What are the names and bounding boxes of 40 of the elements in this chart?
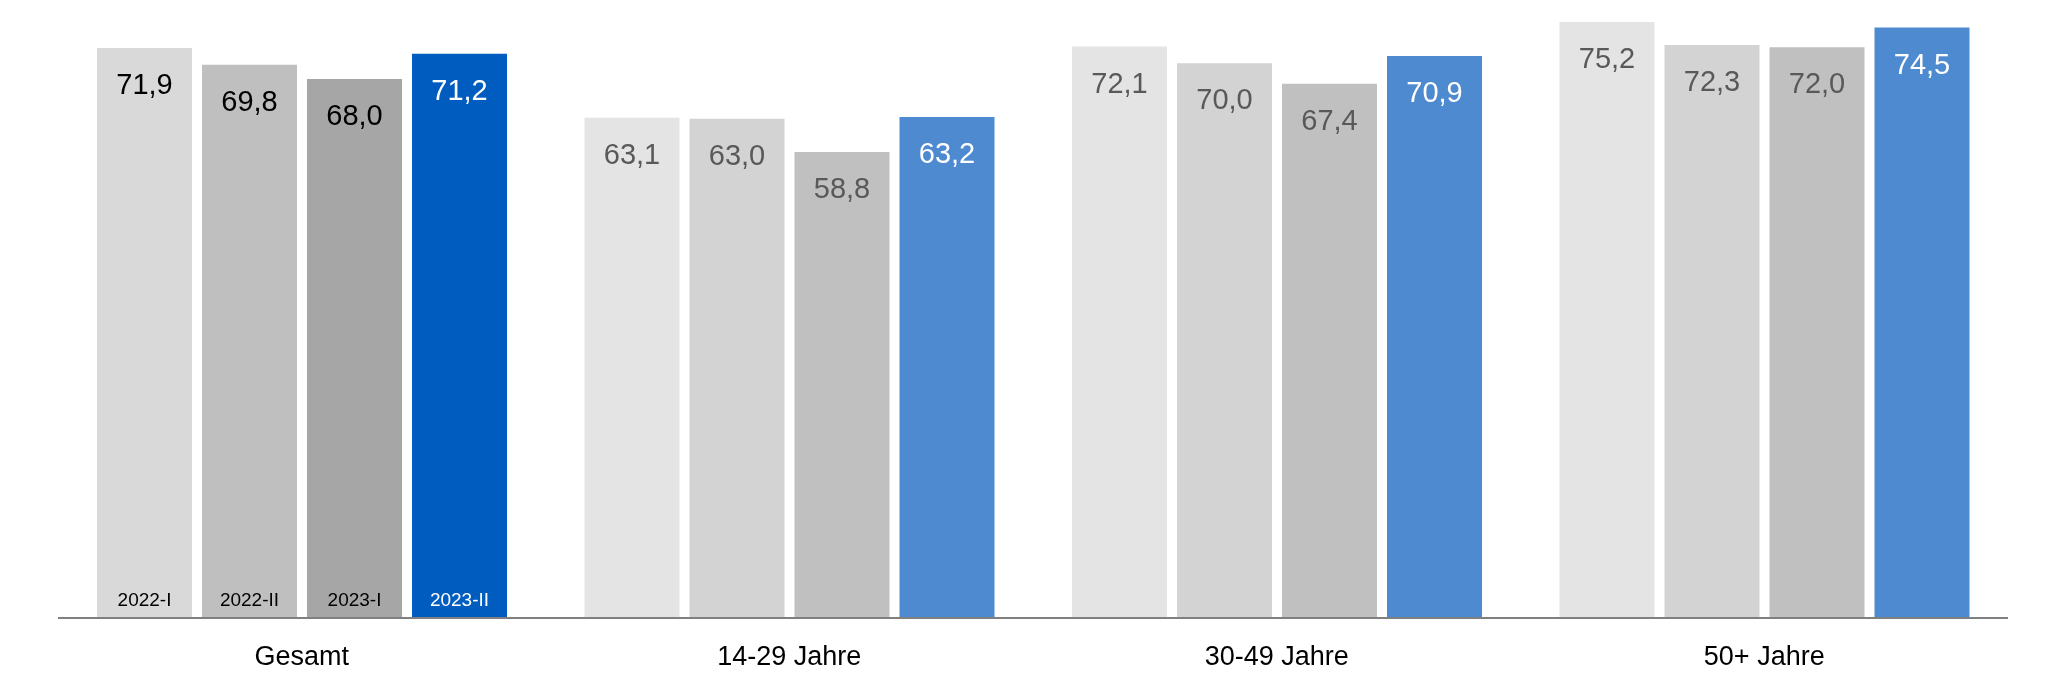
x-tick-label: 50+ Jahre — [1703, 641, 1825, 672]
bar — [1282, 83, 1377, 618]
series-label: 2023-I — [327, 589, 382, 610]
x-tick-label: 30-49 Jahre — [1204, 641, 1349, 672]
bar — [794, 151, 890, 618]
bar — [307, 79, 402, 618]
data-label: 74,5 — [1893, 47, 1951, 80]
bar — [1559, 21, 1655, 618]
data-label: 63,2 — [918, 137, 976, 170]
series-label: 2022-I — [117, 589, 172, 610]
series-label: 2022-II — [219, 589, 280, 610]
bar — [97, 48, 192, 618]
bar — [202, 64, 297, 618]
data-label: 63,0 — [708, 138, 766, 171]
data-label: 72,1 — [1091, 66, 1148, 99]
data-label: 71,2 — [431, 73, 488, 106]
bar — [689, 118, 785, 618]
bar — [1664, 44, 1760, 618]
data-label: 70,0 — [1196, 83, 1253, 116]
bar — [412, 53, 507, 618]
bar — [899, 117, 995, 618]
bar — [584, 117, 680, 618]
data-label: 72,0 — [1788, 67, 1846, 100]
bar — [1387, 56, 1482, 618]
data-label: 69,8 — [221, 84, 278, 117]
x-tick-label: 14-29 Jahre — [717, 641, 862, 672]
data-label: 70,9 — [1406, 76, 1463, 109]
data-label: 72,3 — [1683, 64, 1741, 97]
bar — [1072, 46, 1167, 618]
data-label: 75,2 — [1578, 41, 1636, 74]
bar — [1769, 47, 1865, 618]
x-tick-label: Gesamt — [254, 641, 350, 672]
data-label: 58,8 — [813, 171, 871, 204]
bar — [1177, 63, 1272, 618]
bar — [1874, 27, 1970, 618]
data-label: 71,9 — [116, 68, 173, 101]
series-label: 2023-II — [429, 589, 490, 610]
data-label: 63,1 — [603, 137, 661, 170]
data-label: 67,4 — [1301, 103, 1358, 136]
data-label: 68,0 — [326, 99, 383, 132]
